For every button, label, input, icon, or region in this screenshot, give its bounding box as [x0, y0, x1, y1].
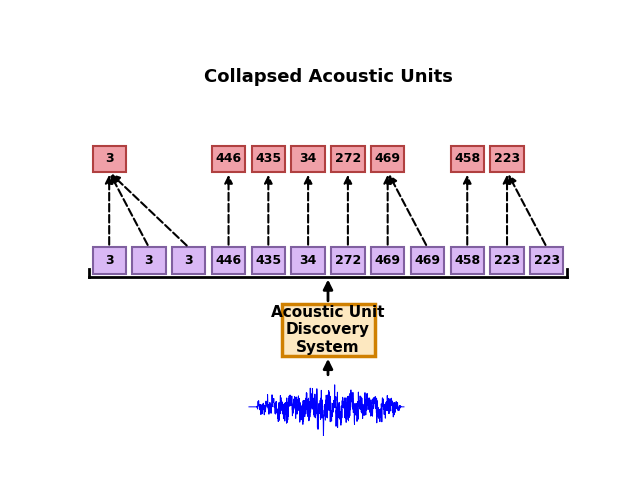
FancyBboxPatch shape	[252, 146, 285, 172]
Text: 435: 435	[255, 254, 282, 267]
FancyBboxPatch shape	[530, 247, 563, 273]
FancyBboxPatch shape	[451, 247, 484, 273]
Text: 223: 223	[494, 152, 520, 166]
Text: 469: 469	[415, 254, 440, 267]
Text: 34: 34	[300, 152, 317, 166]
FancyBboxPatch shape	[291, 146, 324, 172]
FancyBboxPatch shape	[490, 247, 524, 273]
Text: 3: 3	[105, 254, 113, 267]
FancyBboxPatch shape	[212, 146, 245, 172]
Text: 34: 34	[300, 254, 317, 267]
Text: 469: 469	[374, 152, 401, 166]
Text: 458: 458	[454, 254, 480, 267]
Text: 435: 435	[255, 152, 282, 166]
FancyBboxPatch shape	[93, 146, 126, 172]
Text: Acoustic Unit
Discovery
System: Acoustic Unit Discovery System	[271, 305, 385, 355]
Text: 469: 469	[374, 254, 401, 267]
FancyBboxPatch shape	[371, 247, 404, 273]
FancyBboxPatch shape	[332, 146, 365, 172]
Text: 446: 446	[216, 152, 242, 166]
Text: 446: 446	[216, 254, 242, 267]
Text: Collapsed Acoustic Units: Collapsed Acoustic Units	[204, 68, 452, 86]
Text: 223: 223	[534, 254, 560, 267]
FancyBboxPatch shape	[291, 247, 324, 273]
Text: 458: 458	[454, 152, 480, 166]
Text: 3: 3	[184, 254, 193, 267]
FancyBboxPatch shape	[93, 247, 126, 273]
FancyBboxPatch shape	[282, 304, 374, 356]
FancyBboxPatch shape	[132, 247, 166, 273]
Text: 223: 223	[494, 254, 520, 267]
FancyBboxPatch shape	[172, 247, 205, 273]
Text: 3: 3	[105, 152, 113, 166]
Text: 272: 272	[335, 152, 361, 166]
Text: 272: 272	[335, 254, 361, 267]
FancyBboxPatch shape	[490, 146, 524, 172]
FancyBboxPatch shape	[371, 146, 404, 172]
FancyBboxPatch shape	[252, 247, 285, 273]
FancyBboxPatch shape	[332, 247, 365, 273]
FancyBboxPatch shape	[411, 247, 444, 273]
Text: 3: 3	[145, 254, 154, 267]
FancyBboxPatch shape	[212, 247, 245, 273]
FancyBboxPatch shape	[451, 146, 484, 172]
